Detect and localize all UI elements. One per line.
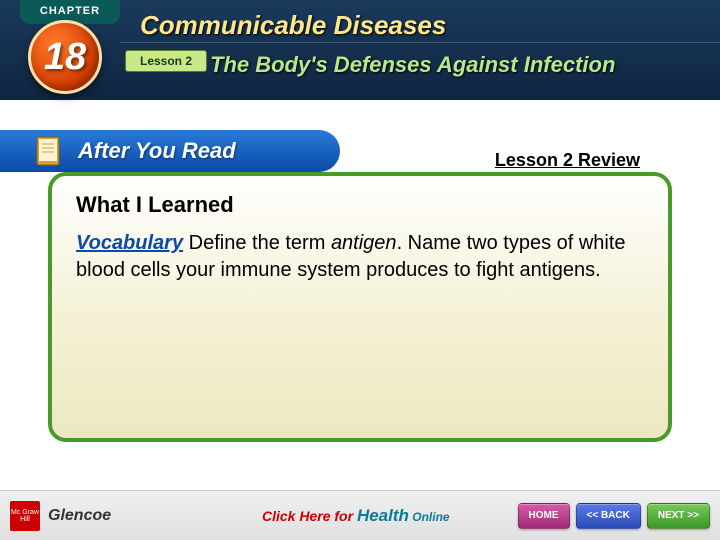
next-button[interactable]: NEXT >>: [647, 503, 710, 529]
mcgraw-hill-logo: Mc Graw Hill: [10, 501, 40, 531]
term-antigen: antigen: [331, 232, 397, 254]
question-text: Vocabulary Define the term antigen. Name…: [76, 230, 644, 284]
after-you-read-label: After You Read: [78, 138, 236, 164]
chapter-badge: 18: [28, 20, 102, 94]
vocabulary-label: Vocabulary: [76, 232, 183, 254]
book-icon: [34, 134, 64, 168]
health-text: Health: [357, 506, 409, 525]
chapter-title: Communicable Diseases: [140, 10, 446, 41]
footer-bar: Mc Graw Hill Glencoe Click Here for Heal…: [0, 490, 720, 540]
online-text: Online: [409, 510, 450, 524]
chapter-number: 18: [44, 36, 86, 79]
home-button[interactable]: HOME: [518, 503, 570, 529]
health-online-link[interactable]: Click Here for Health Online: [262, 506, 450, 526]
glencoe-label: Glencoe: [48, 507, 111, 525]
lesson-subtitle: The Body's Defenses Against Infection: [210, 52, 615, 78]
lesson-review-label: Lesson 2 Review: [495, 150, 640, 171]
back-button[interactable]: << BACK: [576, 503, 641, 529]
what-i-learned-heading: What I Learned: [76, 192, 644, 218]
nav-buttons: HOME << BACK NEXT >>: [518, 503, 711, 529]
question-prefix: Define the term: [183, 232, 331, 254]
lesson-tab: Lesson 2: [125, 50, 207, 72]
content-frame: What I Learned Vocabulary Define the ter…: [48, 172, 672, 442]
chapter-header: CHAPTER 18 Communicable Diseases Lesson …: [0, 0, 720, 100]
after-you-read-banner: After You Read: [0, 130, 340, 172]
click-here-text: Click Here for: [262, 508, 357, 524]
header-divider: [120, 42, 720, 43]
